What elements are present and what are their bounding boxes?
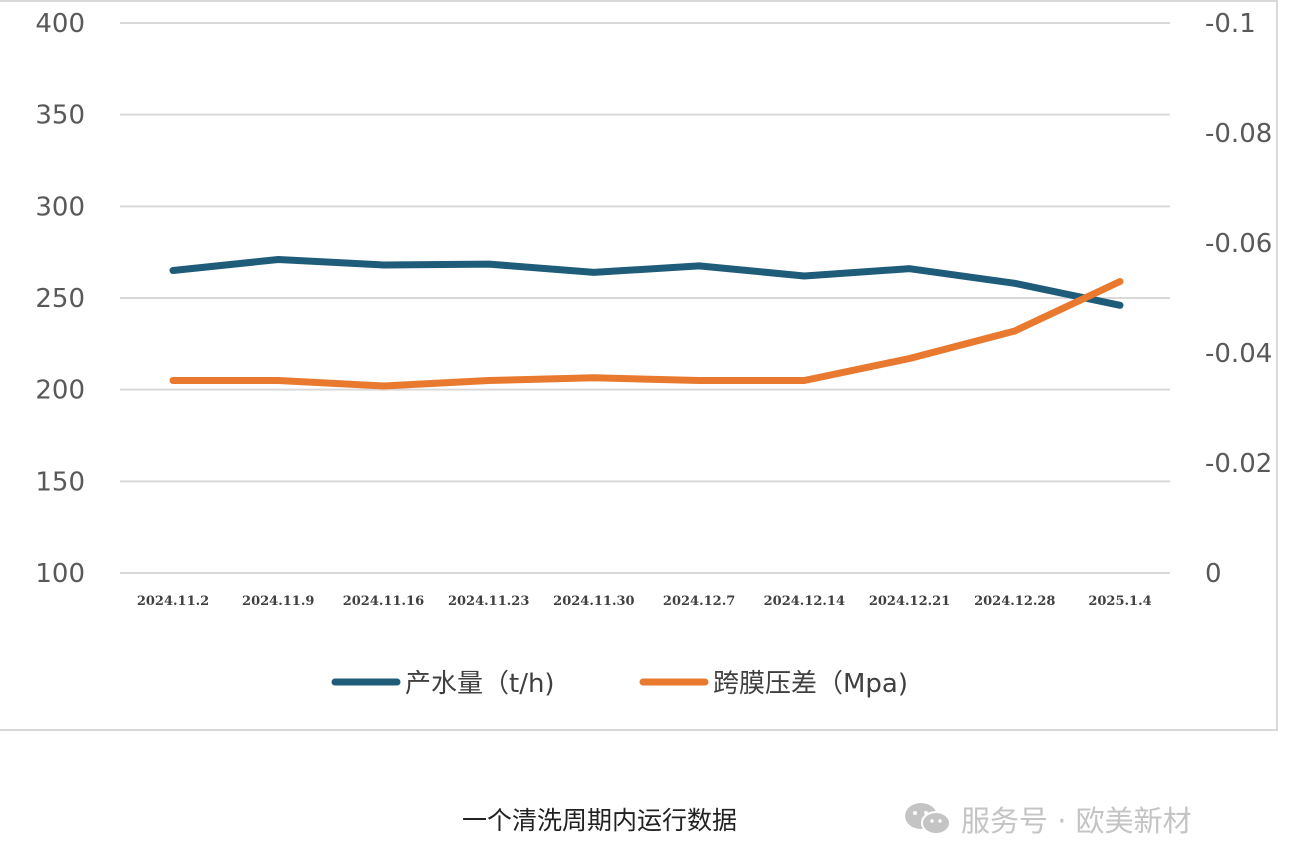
x-tick-label: 2024.11.2: [137, 594, 209, 609]
series-line-2: [169, 278, 1124, 390]
legend-label: 跨膜压差（Mpa): [713, 669, 908, 699]
wechat-icon: [905, 803, 951, 835]
series-line-1: [169, 256, 1124, 309]
right-tick-label: -0.1: [1205, 9, 1256, 39]
x-tick-label: 2024.11.23: [448, 594, 529, 609]
right-tick-label: -0.06: [1205, 229, 1272, 259]
x-axis-ticks: 2024.11.2 2024.11.9 2024.11.16 2024.11.23 20…: [137, 594, 1152, 609]
series-lines: [169, 256, 1124, 390]
chart-frame: [0, 0, 1278, 731]
left-tick-label: 300: [35, 192, 85, 222]
left-tick-label: 200: [35, 376, 85, 406]
x-tick-label: 2024.11.9: [242, 594, 314, 609]
legend: 产水量（t/h) 跨膜压差（Mpa): [331, 669, 908, 699]
left-axis-ticks: 400 350 300 250 200 150 100: [35, 9, 85, 589]
right-tick-label: 0: [1205, 559, 1222, 589]
x-tick-label: 2024.11.30: [553, 594, 634, 609]
gridlines: [120, 22, 1170, 574]
left-tick-label: 150: [35, 467, 85, 497]
x-tick-label: 2024.11.16: [343, 594, 424, 609]
left-tick-label: 250: [35, 284, 85, 314]
left-tick-label: 350: [35, 101, 85, 131]
x-tick-label: 2024.12.28: [974, 594, 1055, 609]
watermark: 服务号 · 欧美新材: [903, 798, 1192, 840]
right-tick-label: -0.02: [1205, 449, 1272, 479]
left-tick-label: 100: [35, 559, 85, 589]
x-tick-label: 2024.12.21: [869, 594, 950, 609]
line-chart: 400 350 300 250 200 150 100 -0.1 -0.08 -0.06 -0.0…: [35, 9, 1272, 699]
right-tick-label: -0.04: [1205, 339, 1272, 369]
right-tick-label: -0.08: [1205, 119, 1272, 149]
left-tick-label: 400: [35, 9, 85, 39]
legend-label: 产水量（t/h): [405, 669, 555, 699]
x-tick-label: 2024.12.14: [764, 594, 845, 609]
right-axis-ticks: -0.1 -0.08 -0.06 -0.04 -0.02 0: [1205, 9, 1272, 589]
chart-caption: 一个清洗周期内运行数据: [462, 806, 738, 835]
watermark-text: 服务号 · 欧美新材: [961, 804, 1192, 838]
x-tick-label: 2025.1.4: [1088, 594, 1151, 609]
x-tick-label: 2024.12.7: [663, 594, 735, 609]
